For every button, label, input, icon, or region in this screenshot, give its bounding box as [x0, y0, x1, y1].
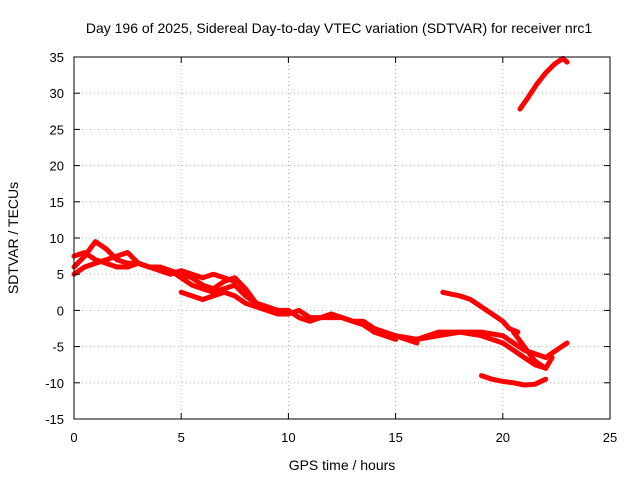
- series-line-track-2: [71, 250, 291, 317]
- series-line-track-3: [71, 250, 238, 284]
- y-axis-label: SDTVAR / TECUs: [5, 182, 21, 294]
- x-tick-label: 10: [281, 430, 295, 445]
- y-tick-label: -5: [52, 340, 64, 355]
- axis-ticks: [73, 56, 611, 420]
- y-tick-label: 25: [50, 122, 64, 137]
- grid-lines: [74, 57, 610, 419]
- y-tick-label: 15: [50, 195, 64, 210]
- series-line-track-10: [517, 55, 570, 112]
- y-tick-label: 5: [57, 267, 64, 282]
- data-series: [71, 55, 570, 388]
- x-tick-label: 20: [496, 430, 510, 445]
- x-tick-label: 0: [70, 430, 77, 445]
- y-tick-label: 35: [50, 50, 64, 65]
- y-tick-label: -10: [45, 376, 64, 391]
- series-line-track-7: [440, 289, 521, 335]
- y-tick-labels: -15 -10 -5 0 5 10 15 20 25 30 35: [45, 50, 64, 427]
- x-tick-label: 15: [388, 430, 402, 445]
- series-line-track-6: [414, 329, 549, 371]
- y-tick-label: 30: [50, 86, 64, 101]
- series-line-track-4: [178, 289, 399, 342]
- x-tick-labels: 0 5 10 15 20 25: [70, 430, 617, 445]
- x-tick-label: 25: [603, 430, 617, 445]
- chart-title: Day 196 of 2025, Sidereal Day-to-day VTE…: [86, 20, 592, 36]
- y-tick-label: 10: [50, 231, 64, 246]
- y-tick-label: 0: [57, 303, 64, 318]
- series-line-track-9: [478, 373, 549, 388]
- x-tick-label: 5: [178, 430, 185, 445]
- y-tick-label: 20: [50, 159, 64, 174]
- series-line-track-8: [511, 329, 555, 371]
- x-axis-label: GPS time / hours: [289, 457, 396, 473]
- y-tick-label: -15: [45, 412, 64, 427]
